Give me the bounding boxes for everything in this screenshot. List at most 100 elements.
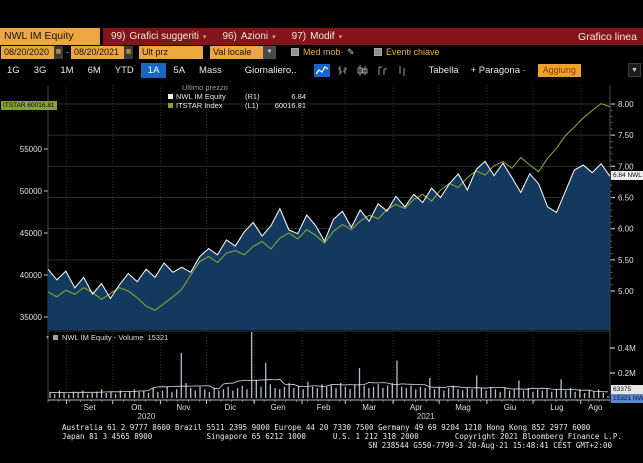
ohlc-bars-icon[interactable] [334, 64, 350, 77]
range-tab-mass[interactable]: Mass [199, 64, 222, 76]
red-menu-bar: 99) Grafici suggeriti ▾ 96) Azioni ▾ 97)… [103, 28, 643, 45]
chart-toolbar: 1G 3G 1M 6M YTD 1A 5A Mass Giornaliero..… [0, 61, 643, 79]
svg-text:Lug: Lug [550, 403, 563, 412]
itstar-series-swatch [168, 103, 173, 108]
med-mob-label: Med mob [303, 47, 341, 57]
table-button[interactable]: Tabella [428, 64, 459, 76]
legend-row-nwl[interactable]: NWL IM Equity (R1) 6.84 [168, 92, 306, 101]
legend-series-name: NWL IM Equity [176, 92, 226, 101]
eventi-chiave-checkbox[interactable] [374, 48, 382, 56]
nwl-series-swatch [168, 94, 173, 99]
legend-row-itstar[interactable]: ITSTAR Index (L1) 60016.81 [168, 101, 306, 110]
range-tab-6m[interactable]: 6M [87, 64, 101, 76]
legend-series-name: ITSTAR Index [176, 101, 223, 110]
svg-text:Gen: Gen [271, 403, 286, 412]
hilo-chart-icon[interactable] [394, 64, 410, 77]
compare-caret-icon: · [522, 64, 526, 76]
svg-text:Apr: Apr [410, 403, 423, 412]
legend-title: Ultimo prezzo [182, 83, 228, 92]
svg-text:35000: 35000 [20, 313, 43, 322]
volume-last-badge: 15321 NWL IM [611, 394, 643, 403]
candlestick-icon[interactable] [354, 64, 370, 77]
volume-last-value: 15321 [147, 333, 169, 342]
period-dropdown[interactable]: Giornaliero.. [244, 64, 297, 76]
calendar-icon[interactable]: ▦ [124, 46, 133, 59]
range-tab-1g[interactable]: 1G [7, 64, 20, 76]
svg-text:Ott: Ott [131, 403, 142, 412]
svg-text:6.50: 6.50 [618, 194, 634, 203]
range-tab-ytd[interactable]: YTD [114, 64, 134, 76]
add-security-button[interactable]: Aggiung [537, 63, 581, 77]
date-separator: - [66, 47, 69, 57]
range-tab-3g[interactable]: 3G [33, 64, 47, 76]
svg-text:2020: 2020 [137, 412, 155, 421]
footer-phone-line2: Japan 81 3 4565 8900 Singapore 65 6212 1… [62, 432, 622, 441]
svg-text:5.50: 5.50 [618, 256, 634, 265]
menu-label: Modif [310, 31, 335, 42]
currency-select[interactable]: Val locale [210, 46, 263, 59]
svg-text:5.00: 5.00 [618, 287, 634, 296]
svg-text:Mar: Mar [362, 403, 376, 412]
view-title: Grafico linea [578, 30, 637, 43]
menu-modif[interactable]: 97) Modif ▾ [292, 31, 342, 42]
volume-ma-badge: 63375 [611, 385, 643, 394]
eventi-chiave-label: Eventi chiave [386, 47, 440, 57]
price-field-input[interactable]: Ult prz [139, 46, 203, 59]
toolbar-scroll-button[interactable]: ▼ [628, 63, 641, 77]
range-tab-1a-selected[interactable]: 1A [140, 62, 167, 78]
compare-button[interactable]: + Paragona · [465, 63, 532, 78]
date-to-input[interactable]: 08/20/2021 ▦ [71, 46, 133, 59]
pencil-icon[interactable]: ✎ [347, 47, 355, 57]
legend-series-value: 60016.81 [274, 101, 306, 110]
chart-legend: Ultimo prezzo NWL IM Equity (R1) 6.84 IT… [168, 83, 306, 110]
svg-text:Set: Set [84, 403, 97, 412]
svg-text:2021: 2021 [417, 412, 435, 421]
menu-azioni[interactable]: 96) Azioni ▾ [222, 31, 275, 42]
range-tab-5a[interactable]: 5A [173, 64, 186, 76]
svg-text:45000: 45000 [20, 229, 43, 238]
svg-text:7.00: 7.00 [618, 162, 634, 171]
bar-chart-icon[interactable] [374, 64, 390, 77]
footer-phone-line1: Australia 61 2 9777 8600 Brazil 5511 239… [62, 423, 591, 432]
calendar-icon[interactable]: ▦ [54, 46, 63, 59]
caret-down-icon: ▾ [338, 33, 343, 41]
svg-text:Feb: Feb [317, 403, 331, 412]
price-volume-chart[interactable]: 5.00 5.50 6.00 6.50 7.00 7.50 8.00 35000 40000 45… [0, 79, 643, 423]
date-from-value: 08/20/2020 [4, 47, 50, 57]
line-chart-icon[interactable] [314, 63, 331, 77]
security-ticker[interactable]: NWL IM Equity [0, 28, 100, 45]
menu-label: Grafici suggeriti [129, 31, 199, 42]
date-to-value: 08/20/2021 [74, 47, 120, 57]
caret-down-icon: ▾ [272, 33, 276, 41]
svg-text:8.00: 8.00 [618, 100, 634, 109]
menu-label: Azioni [240, 31, 269, 42]
svg-text:0.4M: 0.4M [618, 344, 636, 353]
field-row: 08/20/2020 ▦ - 08/20/2021 ▦ Ult prz Val … [0, 46, 643, 60]
caret-down-icon: ▾ [202, 33, 207, 41]
footer-serial-line: SN 238544 G550-7799-3 20-Aug-21 15:48:41… [368, 441, 612, 450]
date-from-input[interactable]: 08/20/2020 ▦ [1, 46, 63, 59]
svg-text:Nov: Nov [176, 403, 190, 412]
svg-text:7.50: 7.50 [618, 131, 634, 140]
svg-text:6.00: 6.00 [618, 225, 634, 234]
itstar-last-value-badge: ITSTAR 60016.81 [1, 101, 57, 110]
svg-text:Giu: Giu [504, 403, 516, 412]
svg-text:50000: 50000 [20, 187, 43, 196]
legend-series-axis: (L1) [245, 101, 259, 110]
currency-dropdown-icon[interactable]: ▼ [263, 46, 276, 59]
svg-text:0.2M: 0.2M [618, 369, 636, 378]
volume-series-swatch [53, 335, 59, 340]
collapse-caret-icon[interactable]: ▾ [46, 335, 50, 341]
svg-text:55000: 55000 [20, 145, 43, 154]
svg-text:Ago: Ago [588, 403, 603, 412]
volume-legend[interactable]: ▾ NWL IM Equity - Volume 15321 [46, 333, 168, 342]
svg-text:40000: 40000 [20, 271, 43, 280]
range-tab-1m[interactable]: 1M [60, 64, 74, 76]
menu-num: 96) [222, 31, 237, 42]
legend-series-axis: (R1) [245, 92, 260, 101]
med-mob-checkbox[interactable] [291, 48, 299, 56]
svg-text:Dic: Dic [225, 403, 237, 412]
compare-label: + Paragona [470, 64, 520, 76]
menu-grafici-suggeriti[interactable]: 99) Grafici suggeriti ▾ [111, 31, 206, 42]
menu-num: 97) [291, 31, 307, 42]
